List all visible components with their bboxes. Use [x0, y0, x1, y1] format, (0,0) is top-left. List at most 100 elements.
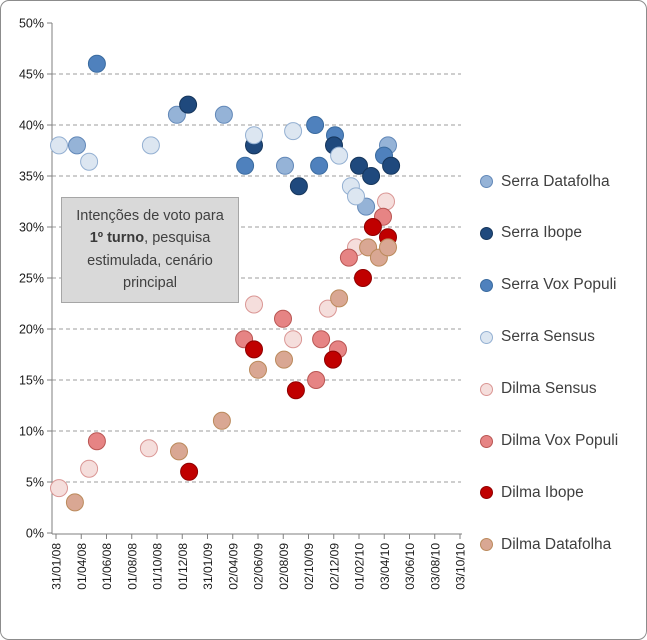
y-tick-label: 25% — [19, 272, 44, 286]
legend-marker-dilma-vox-populi — [480, 434, 493, 448]
point-dilma-vox-populi — [274, 309, 292, 328]
point-serra-datafolha — [276, 156, 294, 175]
point-dilma-vox-populi — [339, 248, 358, 267]
point-serra-ibope — [350, 156, 368, 175]
legend-label: Serra Sensus — [501, 328, 595, 346]
point-serra-vox-populi — [87, 54, 106, 73]
x-tick-label: 03/08/10 — [428, 543, 442, 590]
point-serra-vox-populi — [236, 156, 255, 175]
legend-label: Serra Vox Populi — [501, 276, 617, 294]
point-dilma-sensus — [245, 295, 263, 314]
point-dilma-ibope — [324, 350, 342, 369]
point-serra-ibope — [382, 156, 401, 175]
x-tick-label: 03/10/10 — [454, 543, 468, 590]
y-tick-label: 5% — [26, 476, 44, 490]
point-serra-sensus — [141, 136, 160, 155]
point-serra-sensus — [330, 146, 349, 165]
point-dilma-ibope — [286, 381, 305, 400]
x-tick-label: 03/04/10 — [378, 543, 392, 590]
y-tick-label: 0% — [26, 527, 44, 541]
point-dilma-vox-populi — [87, 432, 106, 451]
point-dilma-datafolha — [65, 493, 84, 512]
legend-label: Dilma Datafolha — [501, 535, 612, 553]
point-serra-sensus — [50, 136, 68, 155]
point-dilma-datafolha — [249, 360, 267, 379]
legend-marker-dilma-sensus — [480, 382, 493, 396]
y-tick-label: 50% — [19, 17, 44, 31]
point-dilma-sensus — [80, 459, 99, 478]
point-dilma-sensus — [377, 192, 395, 211]
point-dilma-sensus — [318, 299, 337, 318]
x-tick-label: 01/08/08 — [125, 543, 139, 590]
point-serra-ibope — [289, 177, 308, 196]
point-dilma-datafolha — [379, 238, 397, 257]
legend-label: Serra Datafolha — [501, 172, 610, 190]
y-tick-label: 15% — [19, 374, 44, 388]
point-dilma-sensus — [50, 479, 68, 498]
y-tick-label: 45% — [19, 68, 44, 82]
x-tick-label: 02/04/09 — [226, 543, 240, 590]
annotation-text-bold: 1º turno — [89, 230, 145, 247]
legend-item-serra-datafolha: Serra Datafolha — [480, 172, 610, 192]
legend-label: Dilma Sensus — [501, 380, 597, 398]
point-serra-ibope — [362, 167, 381, 185]
legend-item-dilma-vox-populi: Dilma Vox Populi — [480, 431, 618, 451]
point-serra-datafolha — [68, 136, 86, 155]
point-dilma-ibope — [354, 269, 372, 287]
x-tick-label: 02/10/09 — [302, 543, 316, 590]
y-tick-label: 35% — [19, 170, 44, 184]
legend-item-serra-ibope: Serra Ibope — [480, 223, 582, 243]
legend-label: Serra Ibope — [501, 224, 582, 242]
legend-item-dilma-sensus: Dilma Sensus — [480, 379, 597, 399]
point-dilma-sensus — [284, 330, 303, 349]
point-serra-sensus — [80, 152, 99, 171]
point-dilma-datafolha — [170, 442, 188, 461]
y-tick-label: 40% — [19, 119, 44, 133]
point-serra-datafolha — [167, 105, 186, 124]
y-tick-label: 20% — [19, 323, 44, 337]
x-tick-label: 03/06/10 — [403, 543, 417, 590]
point-dilma-ibope — [180, 462, 199, 481]
y-tick-label: 10% — [19, 425, 44, 439]
point-serra-ibope — [179, 95, 198, 114]
legend-marker-serra-sensus — [480, 330, 493, 344]
point-dilma-datafolha — [330, 289, 349, 308]
legend-marker-serra-vox-populi — [480, 278, 493, 292]
point-dilma-vox-populi — [312, 330, 331, 349]
legend-label: Dilma Vox Populi — [501, 432, 619, 449]
legend-item-serra-vox-populi: Serra Vox Populi — [480, 275, 616, 295]
x-tick-label: 02/12/09 — [327, 543, 341, 590]
x-tick-label: 01/04/08 — [75, 543, 89, 590]
legend-marker-dilma-datafolha — [480, 538, 493, 552]
annotation-text-prefix: Intenções de voto para — [76, 208, 224, 224]
legend-item-serra-sensus: Serra Sensus — [480, 327, 595, 347]
legend-marker-serra-ibope — [480, 226, 493, 240]
point-dilma-sensus — [139, 439, 158, 458]
point-dilma-datafolha — [212, 411, 231, 430]
legend-marker-dilma-ibope — [480, 486, 493, 500]
legend-marker-serra-datafolha — [480, 175, 493, 188]
point-dilma-datafolha — [275, 350, 293, 369]
y-tick-label: 30% — [19, 221, 44, 235]
x-tick-label: 02/06/09 — [252, 543, 266, 590]
point-serra-sensus — [245, 126, 263, 145]
x-tick-label: 01/06/08 — [100, 543, 114, 590]
x-tick-label: 02/08/09 — [277, 543, 291, 590]
x-tick-label: 01/10/08 — [151, 543, 165, 590]
point-serra-sensus — [284, 122, 303, 141]
annotation-text-suffix: , pesquisa estimulada, cenário principal — [87, 230, 213, 292]
point-serra-sensus — [347, 187, 365, 206]
point-dilma-ibope — [245, 340, 263, 359]
x-tick-label: 31/01/09 — [201, 543, 215, 590]
point-dilma-vox-populi — [307, 371, 326, 389]
x-tick-label: 01/12/08 — [176, 543, 190, 590]
legend: Serra Datafolha Serra Ibope Serra Vox Popu… — [480, 1, 646, 639]
point-serra-datafolha — [214, 105, 233, 124]
x-tick-label: 31/01/08 — [50, 543, 64, 590]
annotation-box: Intenções de voto para 1º turno, pesquis… — [61, 197, 239, 303]
x-tick-label: 01/02/10 — [353, 543, 367, 590]
legend-item-dilma-datafolha: Dilma Datafolha — [480, 535, 611, 555]
point-serra-vox-populi — [310, 156, 329, 175]
